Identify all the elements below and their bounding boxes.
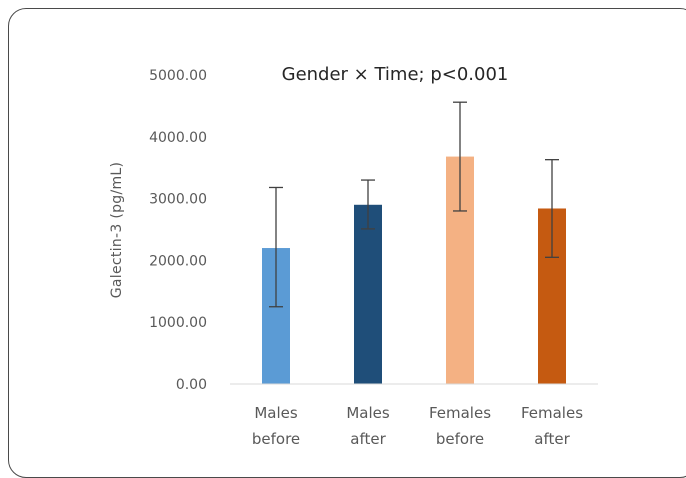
- x-category-label: Males: [254, 404, 298, 422]
- x-category-label: Females: [521, 404, 583, 422]
- x-category-label: before: [252, 430, 300, 448]
- bar: [354, 204, 382, 384]
- error-bar: [269, 186, 283, 308]
- y-tick-label: 0.00: [176, 377, 207, 393]
- error-bar: [361, 179, 375, 230]
- x-category-label: Females: [429, 404, 491, 422]
- y-tick-label: 4000.00: [149, 130, 207, 146]
- bar-chart: Gender × Time; p<0.001 Galectin-3 (pg/mL…: [109, 64, 598, 448]
- y-axis-ticks: 0.00 1000.00 2000.00 3000.00 4000.00 5000.00: [149, 68, 207, 393]
- error-bars: [269, 101, 559, 308]
- x-category-label: Males: [346, 404, 390, 422]
- y-tick-label: 5000.00: [149, 68, 207, 84]
- x-category-label: before: [436, 430, 484, 448]
- bars: [262, 156, 566, 384]
- chart-frame: [8, 8, 686, 478]
- x-category-label: after: [350, 430, 386, 448]
- chart-title: Gender × Time; p<0.001: [282, 64, 509, 85]
- x-category-label: after: [534, 430, 570, 448]
- y-tick-label: 2000.00: [149, 253, 207, 269]
- x-axis-categories: Males before Males after Females before Female…: [252, 404, 583, 448]
- error-bar: [453, 101, 467, 212]
- y-axis-label: Galectin-3 (pg/mL): [109, 162, 125, 299]
- y-tick-label: 1000.00: [149, 315, 207, 331]
- error-bar: [545, 159, 559, 258]
- y-tick-label: 3000.00: [149, 192, 207, 208]
